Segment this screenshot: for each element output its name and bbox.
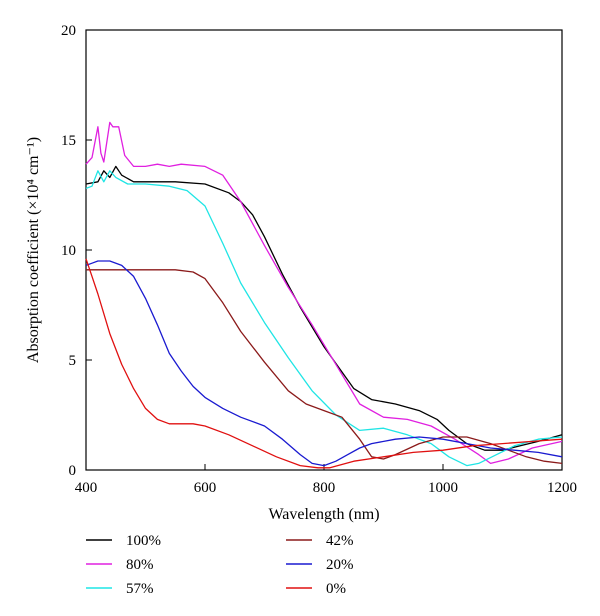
legend-label: 80%: [126, 557, 154, 573]
plot-frame: [85, 29, 563, 471]
y-tick-label: 0: [69, 463, 77, 479]
y-axis-label: Absorption coefficient (×10⁴ cm⁻¹): [25, 137, 42, 363]
series-line-57pct: [85, 170, 563, 467]
legend-label: 42%: [326, 533, 354, 549]
series-line-100pct: [85, 165, 563, 451]
legend-label: 57%: [126, 581, 154, 597]
y-tick-label: 20: [61, 23, 76, 39]
legend-label: 100%: [126, 533, 161, 549]
x-tick-label: 800: [313, 480, 336, 496]
axis-ticks: 400 600 800 1000 1200 0 5 10 15 20: [61, 23, 577, 496]
x-tick-label: 600: [194, 480, 217, 496]
y-tick-label: 5: [69, 353, 77, 369]
series-line-20pct: [85, 260, 563, 467]
x-tick-label: 1200: [547, 480, 577, 496]
x-tick-label: 1000: [428, 480, 458, 496]
legend-label: 0%: [326, 581, 346, 597]
y-tick-label: 15: [61, 133, 76, 149]
legend: 100% 80% 57% 42% 20% 0%: [86, 533, 354, 597]
legend-label: 20%: [326, 557, 354, 573]
series-lines: [85, 121, 563, 469]
series-line-0pct: [85, 258, 563, 469]
y-tick-label: 10: [61, 243, 76, 259]
x-axis-label: Wavelength (nm): [268, 506, 379, 523]
series-line-42pct: [86, 269, 563, 465]
series-line-80pct: [85, 121, 563, 465]
x-tick-label: 400: [75, 480, 98, 496]
